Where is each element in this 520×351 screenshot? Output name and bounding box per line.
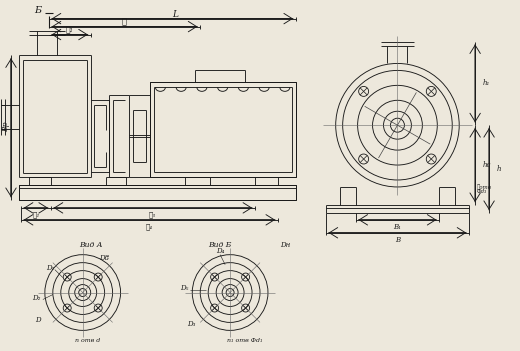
Text: B: B bbox=[395, 236, 400, 244]
Text: D: D bbox=[35, 316, 41, 324]
Text: hc: hc bbox=[483, 161, 491, 169]
Text: n₁ отв Фd₁: n₁ отв Фd₁ bbox=[227, 338, 263, 343]
Bar bbox=[19, 185, 296, 200]
Text: Фd₃: Фd₃ bbox=[477, 190, 488, 194]
Text: n отв d: n отв d bbox=[75, 338, 100, 343]
Text: Вид А: Вид А bbox=[79, 241, 102, 249]
Text: h: h bbox=[497, 165, 502, 173]
Text: ℓ₁: ℓ₁ bbox=[66, 27, 73, 35]
Text: Dн: Dн bbox=[280, 241, 290, 249]
Text: B₁: B₁ bbox=[394, 223, 401, 231]
Text: ℓ₃: ℓ₃ bbox=[149, 211, 156, 219]
Text: D₅: D₅ bbox=[180, 284, 188, 292]
Text: ℓ₂: ℓ₂ bbox=[32, 211, 40, 219]
Text: D₃: D₃ bbox=[187, 320, 195, 329]
Bar bbox=[150, 82, 296, 177]
Text: ℓ: ℓ bbox=[122, 19, 127, 27]
Text: D₂: D₂ bbox=[32, 293, 41, 302]
Text: L: L bbox=[172, 10, 178, 19]
Text: Bp: Bp bbox=[2, 122, 10, 132]
Text: ℓ₄: ℓ₄ bbox=[146, 223, 153, 231]
Text: D₁: D₁ bbox=[46, 264, 55, 272]
Text: Б: Б bbox=[34, 6, 41, 15]
Text: ℓотв: ℓотв bbox=[477, 184, 492, 190]
Text: D8: D8 bbox=[99, 254, 110, 262]
Text: D₄: D₄ bbox=[216, 247, 224, 255]
Text: Вид Б: Вид Б bbox=[209, 241, 232, 249]
Text: h₁: h₁ bbox=[483, 79, 490, 87]
